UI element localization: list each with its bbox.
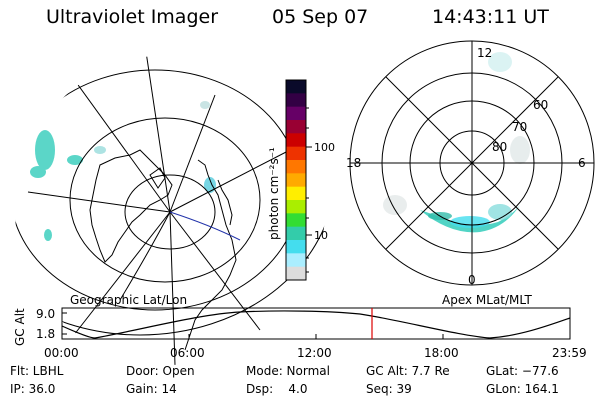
alt-ytick-1-8: 1.8 xyxy=(36,327,55,341)
colorbar-cell xyxy=(286,240,306,254)
mlt-label-12: 12 xyxy=(477,46,492,60)
alt-ytick-9: 9.0 xyxy=(36,307,55,321)
filter-info: Flt: LBHL xyxy=(10,364,64,378)
colorbar-cell xyxy=(286,253,306,268)
colorbar: 100 10 photon cm⁻²s⁻¹ xyxy=(267,79,335,281)
colorbar-cell xyxy=(286,160,306,174)
colorbar-tick-100: 100 xyxy=(314,141,335,154)
dsp-info: Dsp: 4.0 xyxy=(246,382,308,396)
glat-info: GLat: −77.6 xyxy=(486,364,559,378)
ip-info: IP: 36.0 xyxy=(10,382,56,396)
geographic-caption: Geographic Lat/Lon xyxy=(70,293,187,307)
mlt-label-18: 18 xyxy=(346,156,361,170)
mlt-label-0: 0 xyxy=(468,273,476,287)
altitude-plot: 9.0 1.8 GC Alt 00:00 06:00 12:00 18:00 2… xyxy=(13,307,587,360)
mlat-label-60: 60 xyxy=(533,98,548,112)
date-label: 05 Sep 07 xyxy=(272,6,369,28)
aurora-emission-geographic xyxy=(30,101,216,241)
mlt-label-6: 6 xyxy=(578,156,586,170)
mlat-label-80: 80 xyxy=(492,140,507,154)
colorbar-cell xyxy=(286,146,306,161)
alt-ylabel: GC Alt xyxy=(13,308,27,346)
colorbar-cell xyxy=(286,133,306,148)
alt-xtick-2359: 23:59 xyxy=(552,346,587,360)
apex-caption: Apex MLat/MLT xyxy=(442,293,532,307)
instrument-title: Ultraviolet Imager xyxy=(46,6,219,28)
apex-polar-panel: 12 18 6 0 60 70 80 xyxy=(346,40,595,287)
colorbar-unit-label: photon cm⁻²s⁻¹ xyxy=(267,147,281,240)
colorbar-cell xyxy=(286,173,306,188)
colorbar-cell xyxy=(286,226,306,241)
alt-xtick-0000: 00:00 xyxy=(44,346,79,360)
colorbar-cell xyxy=(286,200,306,214)
mode-info: Mode: Normal xyxy=(246,364,330,378)
geographic-map-panel xyxy=(15,55,325,365)
alt-xtick-0600: 06:00 xyxy=(170,346,205,360)
colorbar-cell xyxy=(286,213,306,228)
glon-info: GLon: 164.1 xyxy=(486,382,559,396)
seq-info: Seq: 39 xyxy=(366,382,412,396)
colorbar-cell xyxy=(286,266,306,281)
colorbar-cell xyxy=(286,93,306,108)
aurora-emission-apex xyxy=(383,52,530,233)
mlat-label-70: 70 xyxy=(512,120,527,134)
time-label: 14:43:11 UT xyxy=(432,6,549,28)
colorbar-cell xyxy=(286,120,306,134)
colorbar-tick-10: 10 xyxy=(314,229,328,242)
gc-alt-info: GC Alt: 7.7 Re xyxy=(366,364,450,378)
alt-xtick-1800: 18:00 xyxy=(424,346,459,360)
door-info: Door: Open xyxy=(126,364,195,378)
colorbar-cell xyxy=(286,186,306,201)
alt-xtick-1200: 12:00 xyxy=(297,346,332,360)
colorbar-cell xyxy=(286,80,306,94)
gain-info: Gain: 14 xyxy=(126,382,177,396)
colorbar-cell xyxy=(286,106,306,121)
